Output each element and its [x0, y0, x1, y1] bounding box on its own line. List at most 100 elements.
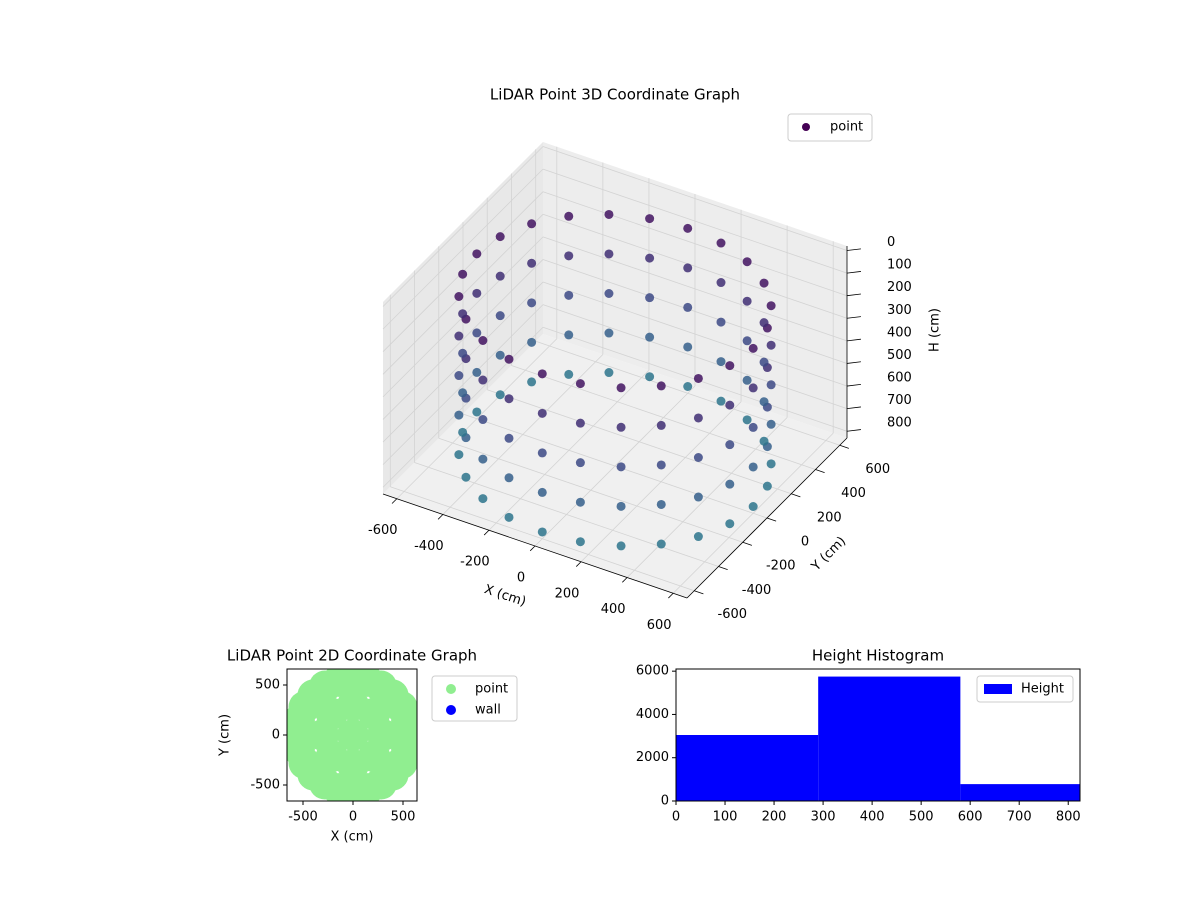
z-tick: [846, 383, 861, 387]
point: [478, 415, 488, 425]
point: [472, 407, 482, 417]
point: [527, 298, 537, 308]
y-tick-label: 0: [661, 794, 669, 809]
grid-line: [542, 281, 848, 387]
x-tick-label: -200: [460, 555, 490, 570]
x-tick: [483, 529, 490, 536]
y-tick: [694, 590, 704, 595]
z-tick: [846, 248, 861, 251]
grid-line: [542, 146, 848, 251]
z-tick-label: 400: [887, 325, 912, 340]
grid-line: [438, 437, 743, 543]
z-tick: [846, 361, 861, 364]
x-tick-label: -600: [368, 523, 398, 538]
point: [472, 367, 482, 377]
point: [504, 354, 514, 364]
point: [645, 214, 655, 224]
point: [742, 415, 752, 425]
chart-title: LiDAR Point 2D Coordinate Graph: [227, 647, 477, 665]
point: [458, 348, 468, 358]
legend-label: point: [475, 682, 508, 697]
x-tick: [622, 577, 628, 583]
legend-label: Height: [1021, 682, 1064, 697]
x-tick-label: 600: [647, 618, 672, 633]
x-axis-line: [382, 493, 688, 599]
axes-frame: [675, 668, 1081, 802]
x-tick-label: -500: [288, 810, 318, 825]
legend-box: [787, 113, 873, 142]
point: [472, 328, 482, 338]
point: [504, 433, 514, 443]
x-tick-label: 0: [517, 571, 525, 586]
point: [458, 388, 468, 398]
axes-hist: Height 0 100 200 300 400 500 600 700 800 0 2000 4000…: [636, 647, 1081, 825]
point: [537, 527, 547, 537]
point: [564, 251, 574, 261]
z-tick: [846, 338, 861, 342]
point: [656, 499, 666, 509]
bar: [960, 784, 1080, 801]
grid-line: [382, 168, 544, 330]
point: [527, 219, 537, 229]
grid-line: [382, 259, 544, 420]
x-tick-label: 500: [391, 810, 416, 825]
grid-line: [382, 146, 544, 307]
z-tick: [846, 429, 861, 432]
point: [759, 397, 769, 407]
point: [766, 419, 776, 429]
chart-title: LiDAR Point 3D Coordinate Graph: [490, 86, 740, 104]
point: [716, 238, 726, 248]
point: [527, 377, 537, 387]
y-tick: [815, 469, 825, 474]
point: [683, 263, 693, 273]
points: [287, 669, 417, 801]
point: [472, 288, 482, 298]
point: [766, 301, 776, 311]
x-tick-label: 0: [349, 810, 357, 825]
point: [656, 381, 666, 391]
grid-line: [542, 191, 848, 297]
legend-marker: [446, 705, 456, 715]
point: [693, 452, 703, 462]
point: [575, 379, 585, 389]
bar: [676, 735, 819, 801]
point: [616, 541, 626, 551]
point: [616, 422, 626, 432]
grid-line: [535, 340, 840, 446]
point: [693, 532, 703, 542]
point: [616, 462, 626, 472]
point: [358, 740, 391, 773]
z-tick-label: 200: [887, 280, 912, 295]
point: [472, 249, 482, 259]
point: [656, 460, 666, 470]
point: [742, 257, 752, 267]
y-tick-label: 2000: [636, 750, 669, 765]
point: [495, 350, 505, 360]
point: [656, 420, 666, 430]
point: [725, 519, 735, 529]
point: [527, 337, 537, 347]
point: [454, 450, 464, 460]
point: [527, 258, 537, 268]
y-tick: [766, 517, 777, 522]
grid-line: [390, 486, 695, 592]
point: [504, 473, 514, 483]
x-tick: [391, 498, 398, 504]
z-tick-label: 800: [887, 416, 912, 431]
point: [337, 719, 369, 751]
x-axis-label: X (cm): [331, 830, 374, 845]
point: [759, 436, 769, 446]
point: [537, 448, 547, 458]
x-tick-label: 200: [762, 810, 787, 825]
grid-line: [542, 168, 848, 274]
x-tick-label: -400: [414, 539, 444, 554]
point: [645, 253, 655, 263]
grid-line: [382, 326, 544, 488]
z-tick: [846, 271, 861, 274]
point: [564, 330, 574, 340]
x-tick: [529, 545, 536, 552]
point: [766, 340, 776, 350]
y-tick-label: -400: [742, 583, 772, 598]
